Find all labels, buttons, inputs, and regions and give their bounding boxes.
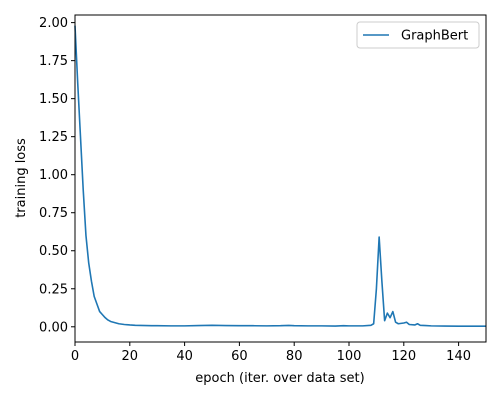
series-line-graphbert: [74, 25, 486, 327]
plot-background: [75, 15, 486, 342]
plot-frame: [74, 14, 487, 343]
x-tick-label: 80: [286, 349, 303, 364]
y-tick-label: 0.00: [39, 320, 68, 335]
x-axis-label: epoch (iter. over data set): [195, 371, 364, 386]
y-tick-label: 1.50: [39, 92, 68, 107]
y-tick-label: 0.50: [39, 244, 68, 259]
x-tick-label: 100: [337, 349, 362, 364]
x-tick-label: 20: [122, 349, 139, 364]
x-tick-label: 140: [446, 349, 471, 364]
y-tick-label: 1.75: [39, 54, 68, 69]
legend-box: [356, 21, 480, 49]
y-axis-ticks: 0.00 0.25 0.50 0.75 1.00 1.25 1.50 1.75 2.00: [39, 16, 75, 335]
x-tick-label: 120: [391, 349, 416, 364]
x-tick-label: 60: [231, 349, 248, 364]
legend-label: GraphBert: [401, 29, 468, 44]
series-layer: [74, 25, 486, 327]
x-tick-label: 40: [176, 349, 193, 364]
x-tick-label: 0: [71, 349, 79, 364]
legend: GraphBert: [356, 21, 480, 49]
x-axis-ticks: 0 20 40 60 80 100 120 140: [71, 342, 471, 364]
y-tick-label: 0.25: [39, 282, 68, 297]
y-tick-label: 1.00: [39, 168, 68, 183]
y-tick-label: 2.00: [39, 16, 68, 31]
y-tick-label: 1.25: [39, 130, 68, 145]
y-axis-label: training loss: [14, 138, 29, 218]
y-tick-label: 0.75: [39, 206, 68, 221]
